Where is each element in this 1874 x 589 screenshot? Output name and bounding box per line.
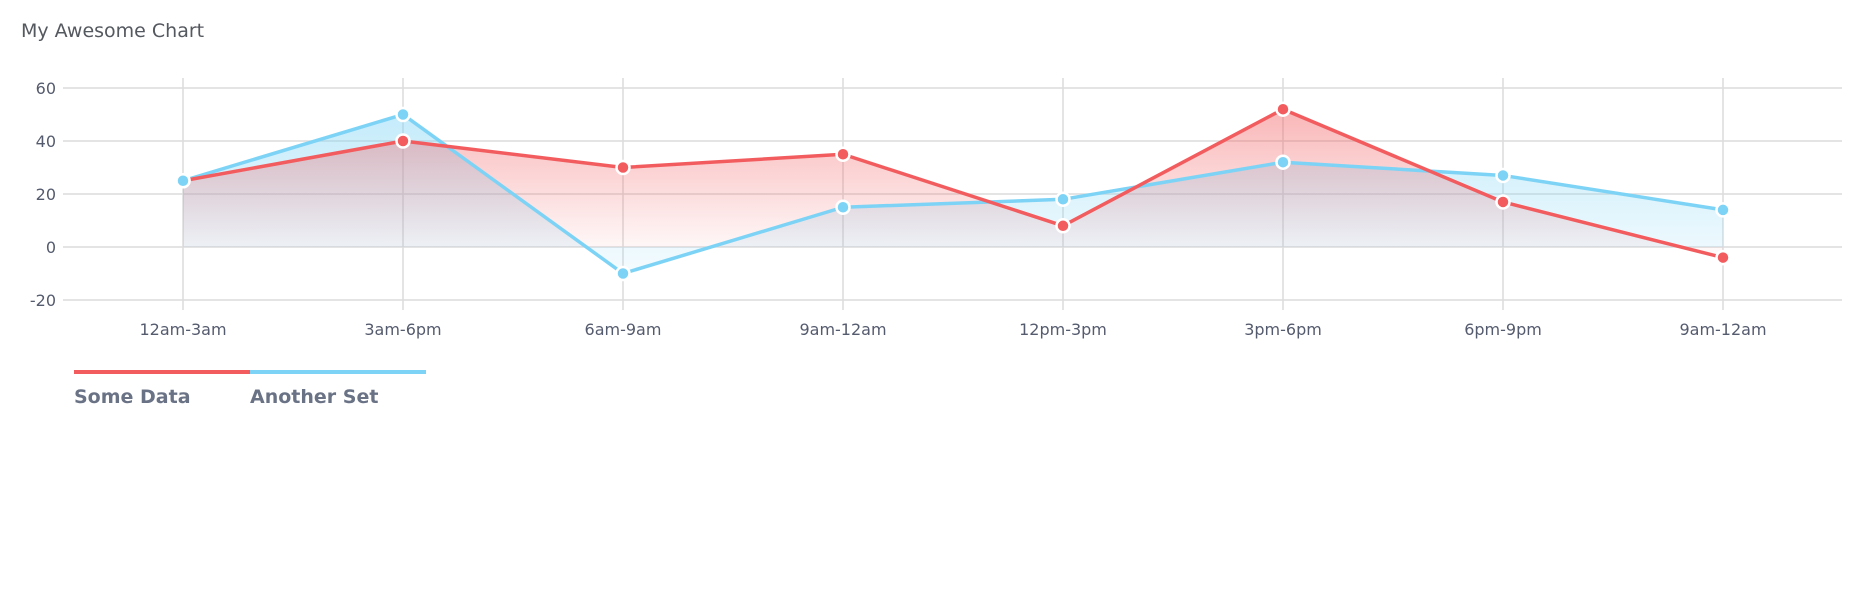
data-point-1 [835, 199, 851, 215]
y-axis-labels: -20 0 20 40 60 [30, 79, 56, 310]
line-layer [182, 107, 1724, 276]
data-point-1 [1715, 202, 1731, 218]
point-layer [175, 101, 1731, 282]
y-tick-label: -20 [30, 291, 56, 310]
line-chart: -20 0 20 40 60 12am-3am 3am-6pm 6am-9am 9am-12a… [30, 78, 1842, 339]
legend-label-some-data: Some Data [74, 386, 191, 408]
data-point-0 [395, 133, 411, 149]
legend-swatch-some-data [74, 370, 250, 374]
x-tick-label: 12am-3am [139, 320, 226, 339]
data-point-0 [835, 146, 851, 162]
x-tick-label: 6am-9am [585, 320, 662, 339]
y-tick-label: 0 [46, 238, 56, 257]
legend-swatch-another-set [250, 370, 426, 374]
legend-item-some-data[interactable]: Some Data [74, 370, 250, 408]
data-point-1 [1055, 191, 1071, 208]
x-tick-label: 6pm-9pm [1464, 320, 1542, 339]
data-point-0 [1275, 101, 1291, 117]
x-tick-label: 9am-12am [1679, 320, 1766, 339]
y-tick-label: 40 [36, 132, 56, 151]
data-point-0 [1715, 249, 1731, 266]
data-point-1 [1275, 154, 1291, 170]
data-point-1 [1495, 167, 1511, 184]
series-area-0 [183, 109, 1723, 258]
legend: Some Data Another Set [74, 370, 426, 408]
data-point-1 [175, 173, 191, 189]
data-point-0 [615, 159, 631, 176]
legend-item-another-set[interactable]: Another Set [250, 370, 426, 408]
y-tick-label: 20 [36, 185, 56, 204]
x-tick-label: 3am-6pm [364, 320, 441, 339]
chart-title: My Awesome Chart [21, 20, 205, 42]
data-point-0 [1055, 218, 1071, 234]
x-axis-labels: 12am-3am 3am-6pm 6am-9am 9am-12am 12pm-3pm 3p… [139, 320, 1766, 339]
x-tick-label: 12pm-3pm [1019, 320, 1107, 339]
x-tick-label: 3pm-6pm [1244, 320, 1322, 339]
legend-label-another-set: Another Set [250, 386, 379, 408]
series-line-1 [182, 112, 1724, 276]
data-point-1 [395, 106, 411, 123]
data-point-0 [1495, 194, 1511, 210]
x-tick-label: 9am-12am [799, 320, 886, 339]
y-tick-label: 60 [36, 79, 56, 98]
data-point-1 [615, 265, 631, 282]
series-line-0 [182, 107, 1724, 260]
